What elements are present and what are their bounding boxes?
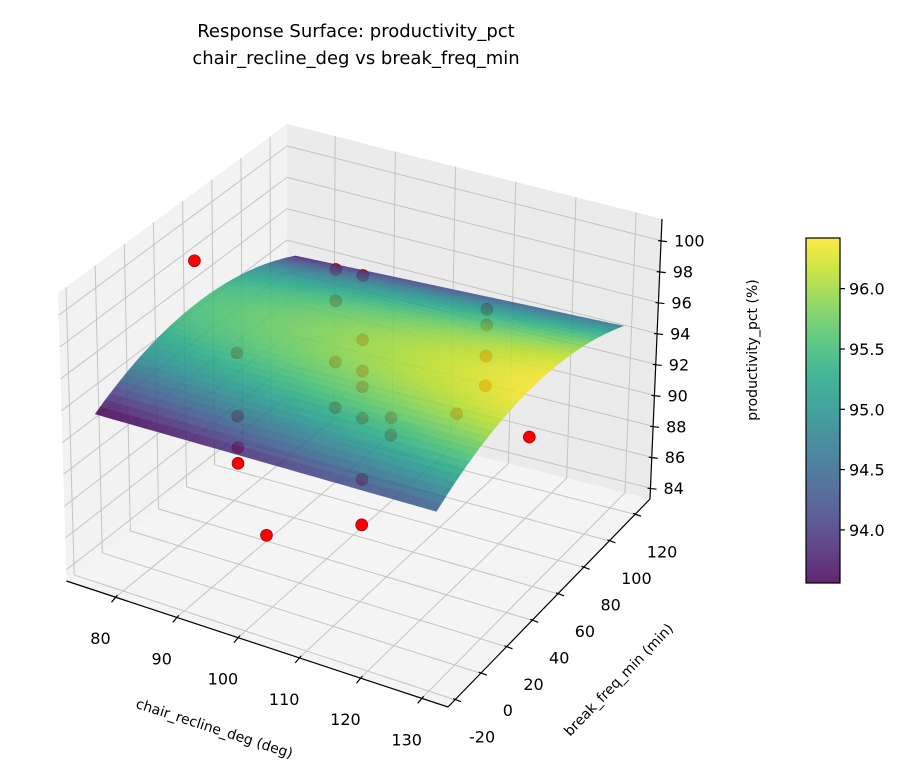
- x-gridline-floor: [298, 463, 509, 659]
- colorbar-tick-label: 95.5: [849, 340, 885, 359]
- z-gridline-left: [59, 176, 288, 348]
- y-tick-mark: [607, 539, 616, 544]
- y-tick-mark: [530, 618, 539, 623]
- y-gridline-floor: [74, 574, 456, 701]
- z-gridline-back: [286, 145, 662, 242]
- z-tick-mark: [648, 456, 658, 459]
- floor-pane: [66, 408, 650, 707]
- data-point: [355, 518, 369, 532]
- z-gridline-back: [286, 176, 660, 273]
- surface-patch: [427, 501, 442, 512]
- z-tick-label: 88: [666, 417, 686, 436]
- z-tick-mark: [655, 301, 665, 305]
- z-tick-label: 90: [667, 386, 687, 405]
- z-tick-label: 84: [663, 479, 683, 498]
- y-gridline-wall: [65, 287, 75, 575]
- x-tick-label: 90: [152, 649, 172, 668]
- y-tick-label: 100: [621, 569, 652, 588]
- y-tick-label: 40: [549, 648, 569, 667]
- y-axis-line: [447, 498, 651, 708]
- y-tick-mark: [452, 698, 462, 703]
- y-gridline-floor: [186, 486, 559, 595]
- colorbar: 94.0 94.5 95.0 95.5 96.0: [805, 237, 885, 584]
- x-tick-mark: [355, 675, 363, 684]
- x-gridline-floor: [421, 492, 626, 699]
- response-surface: [94, 255, 625, 512]
- z-tick-mark: [651, 394, 661, 397]
- z-tick-mark: [658, 240, 668, 243]
- y-gridline-floor: [214, 464, 584, 568]
- z-gridline-back: [286, 239, 658, 334]
- z-gridline-left: [58, 145, 288, 316]
- z-tick-mark: [656, 271, 666, 274]
- chart-subtitle: chair_recline_deg vs break_freq_min: [192, 48, 519, 69]
- x-tick-mark: [233, 635, 241, 644]
- z-tick-mark: [647, 487, 657, 490]
- y-tick-label: 20: [523, 675, 543, 694]
- y-tick-label: 80: [600, 595, 620, 614]
- y-gridline-floor: [158, 508, 533, 621]
- x-tick-mark: [294, 655, 302, 664]
- y-tick-mark: [555, 592, 565, 597]
- x-tick-label: 110: [269, 690, 300, 709]
- z-tick-label: 92: [669, 355, 689, 374]
- data-point: [188, 254, 201, 268]
- x-tick-label: 130: [391, 730, 422, 749]
- data-point: [523, 430, 536, 444]
- z-tick-mark: [654, 332, 664, 336]
- x-tick-label: 80: [90, 629, 110, 648]
- x-tick-mark: [172, 615, 180, 623]
- x-tick-label: 100: [208, 670, 239, 689]
- z-gridline-back: [286, 208, 659, 304]
- y-tick-mark: [478, 671, 487, 676]
- x-tick-mark: [417, 695, 425, 704]
- z-tick-label: 98: [673, 263, 693, 282]
- y-tick-mark: [632, 512, 642, 517]
- z-tick-label: 100: [674, 232, 705, 251]
- x-axis-line: [66, 580, 449, 708]
- x-tick-label: 120: [330, 710, 361, 729]
- y-gridline-floor: [130, 530, 507, 648]
- colorbar-gradient: [806, 238, 840, 583]
- z-tick-label: 86: [665, 448, 685, 467]
- colorbar-tick-label: 96.0: [849, 280, 885, 299]
- colorbar-tick-label: 95.0: [849, 400, 885, 419]
- y-tick-mark: [504, 645, 513, 650]
- y-tick-label: 0: [503, 701, 513, 720]
- z-axis-label: productivity_pct (%): [745, 279, 761, 420]
- colorbar-tick-label: 94.5: [849, 461, 885, 480]
- x-gridline-floor: [360, 477, 568, 679]
- z-tick-label: 94: [670, 324, 690, 343]
- z-tick-label: 96: [671, 294, 691, 313]
- z-gridline-left: [60, 208, 288, 380]
- y-tick-label: 120: [647, 542, 678, 561]
- data-point: [231, 457, 245, 470]
- x-gridline-wall: [624, 212, 637, 493]
- y-tick-label: -20: [469, 728, 495, 747]
- colorbar-tick-label: 94.0: [849, 521, 885, 540]
- colorbar-frame: [805, 237, 841, 584]
- z-axis-line: [649, 218, 663, 500]
- y-gridline-floor: [102, 552, 481, 674]
- chart-title: Response Surface: productivity_pct: [197, 21, 515, 42]
- y-tick-label: 60: [575, 622, 595, 641]
- x-tick-mark: [111, 594, 118, 603]
- y-tick-mark: [581, 565, 590, 570]
- z-tick-mark: [652, 363, 662, 367]
- z-tick-mark: [650, 425, 660, 428]
- data-point: [260, 528, 273, 542]
